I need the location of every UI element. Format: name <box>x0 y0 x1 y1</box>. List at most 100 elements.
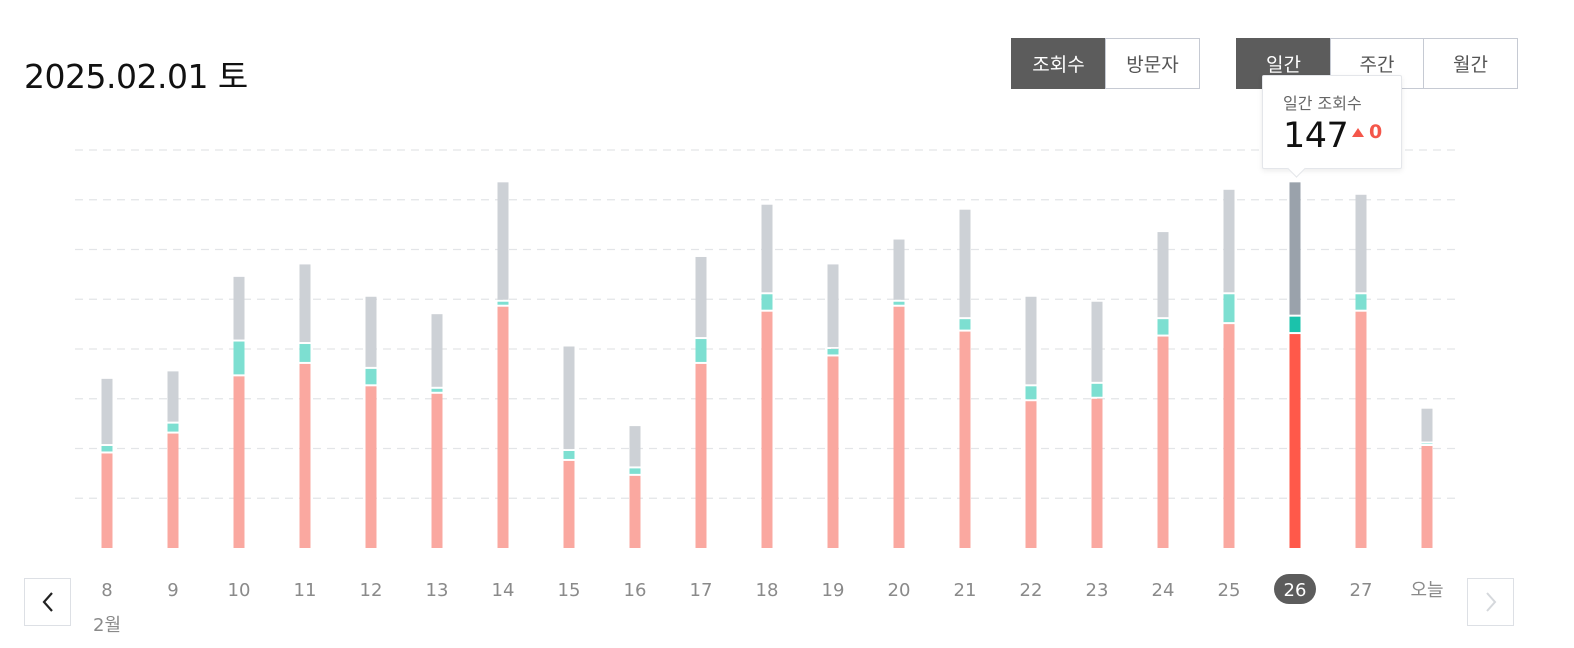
x-tick-label[interactable]: 18 <box>756 580 779 601</box>
x-tick-label[interactable]: 14 <box>492 580 515 601</box>
top-segment <box>629 426 641 467</box>
top-segment <box>1157 232 1169 318</box>
page-title: 2025.02.01 토 <box>24 57 248 96</box>
prev-period-button[interactable] <box>24 578 71 626</box>
bar-day-14[interactable] <box>497 182 509 548</box>
tooltip-value: 147 <box>1283 116 1349 156</box>
base-segment <box>1355 311 1367 548</box>
middle-segment <box>1223 294 1235 323</box>
metric-tab-visitors[interactable]: 방문자 <box>1105 38 1200 89</box>
top-segment <box>827 264 839 347</box>
bar-day-13[interactable] <box>431 314 443 548</box>
x-tick-label[interactable]: 11 <box>294 580 317 601</box>
bar-day-17[interactable] <box>695 256 707 548</box>
x-tick-labels: 8 9 10 11 12 13 14 15 16 17 18 19 20 21 22 23 24 25 26 27 오늘 <box>101 574 1444 604</box>
middle-segment <box>233 341 245 375</box>
x-tick-label[interactable]: 22 <box>1020 580 1043 601</box>
x-tick-label[interactable]: 10 <box>228 580 251 601</box>
base-segment <box>167 433 179 548</box>
chevron-right-icon <box>1485 592 1496 612</box>
bar-day-26[interactable] <box>1289 182 1301 548</box>
x-tick-label[interactable]: 24 <box>1152 580 1175 601</box>
x-tick-label[interactable]: 13 <box>426 580 449 601</box>
x-tick-label[interactable]: 15 <box>558 580 581 601</box>
base-segment <box>761 311 773 548</box>
top-segment <box>1025 296 1037 385</box>
middle-segment <box>827 349 839 355</box>
base-segment <box>563 460 575 548</box>
base-segment <box>827 356 839 548</box>
base-segment <box>959 331 971 548</box>
chart-tooltip: 일간 조회수 147 0 <box>1262 75 1402 169</box>
up-triangle-icon <box>1352 127 1364 137</box>
bar-day-16[interactable] <box>629 426 641 548</box>
x-tick-label[interactable]: 8 <box>101 580 112 601</box>
middle-segment <box>1289 316 1301 333</box>
bar-day-18[interactable] <box>761 204 773 548</box>
top-segment <box>431 314 443 387</box>
tooltip-label: 일간 조회수 <box>1283 94 1362 113</box>
base-segment <box>1223 324 1235 548</box>
x-tick-label[interactable]: 26 <box>1284 580 1307 601</box>
metric-tab-views[interactable]: 조회수 <box>1011 38 1106 89</box>
bar-day-19[interactable] <box>827 264 839 548</box>
base-segment <box>1289 334 1301 548</box>
tooltip-change-value: 0 <box>1369 121 1383 143</box>
tooltip-change: 0 <box>1352 121 1382 143</box>
selected-day-badge <box>1274 574 1316 604</box>
top-segment <box>101 378 113 445</box>
middle-segment <box>563 450 575 459</box>
bar-day-25[interactable] <box>1223 189 1235 548</box>
x-tick-label[interactable]: 17 <box>690 580 713 601</box>
middle-segment <box>1025 386 1037 400</box>
bar-day-11[interactable] <box>299 264 311 548</box>
bar-day-10[interactable] <box>233 276 245 548</box>
base-segment <box>1421 446 1433 548</box>
x-tick-label[interactable]: 12 <box>360 580 383 601</box>
top-segment <box>299 264 311 343</box>
middle-segment <box>695 339 707 362</box>
bar-day-21[interactable] <box>959 209 971 548</box>
top-segment <box>167 371 179 422</box>
bar-day-12[interactable] <box>365 296 377 548</box>
x-tick-label[interactable]: 25 <box>1218 580 1241 601</box>
top-segment <box>1421 408 1433 442</box>
bar-day-8[interactable] <box>101 378 113 548</box>
bar-day-오늘[interactable] <box>1421 408 1433 548</box>
middle-segment <box>497 301 509 305</box>
middle-segment <box>365 368 377 385</box>
next-period-button[interactable] <box>1467 578 1514 626</box>
bar-day-22[interactable] <box>1025 296 1037 548</box>
middle-segment <box>959 319 971 330</box>
base-segment <box>101 453 113 548</box>
bar-day-24[interactable] <box>1157 232 1169 548</box>
x-tick-label[interactable]: 21 <box>954 580 977 601</box>
x-tick-label[interactable]: 19 <box>822 580 845 601</box>
x-tick-label[interactable]: 20 <box>888 580 911 601</box>
bar-day-15[interactable] <box>563 346 575 548</box>
metric-toggle: 조회수 방문자 <box>1011 38 1200 89</box>
middle-segment <box>1091 383 1103 397</box>
bar-day-27[interactable] <box>1355 194 1367 548</box>
bar-day-20[interactable] <box>893 239 905 548</box>
base-segment <box>497 306 509 548</box>
bar-day-9[interactable] <box>167 371 179 548</box>
x-tick-label[interactable]: 오늘 <box>1410 580 1443 601</box>
bars <box>101 182 1433 548</box>
x-tick-label[interactable]: 27 <box>1350 580 1373 601</box>
x-tick-label[interactable]: 9 <box>167 580 178 601</box>
base-segment <box>365 386 377 548</box>
period-tab-monthly[interactable]: 월간 <box>1423 38 1518 89</box>
middle-segment <box>101 446 113 452</box>
middle-segment <box>761 294 773 310</box>
top-segment <box>563 346 575 449</box>
bar-day-23[interactable] <box>1091 301 1103 548</box>
top-segment <box>1355 194 1367 293</box>
top-segment <box>893 239 905 300</box>
base-segment <box>1091 398 1103 548</box>
base-segment <box>629 475 641 548</box>
top-segment <box>365 296 377 367</box>
x-tick-label[interactable]: 23 <box>1086 580 1109 601</box>
x-tick-label[interactable]: 16 <box>624 580 647 601</box>
